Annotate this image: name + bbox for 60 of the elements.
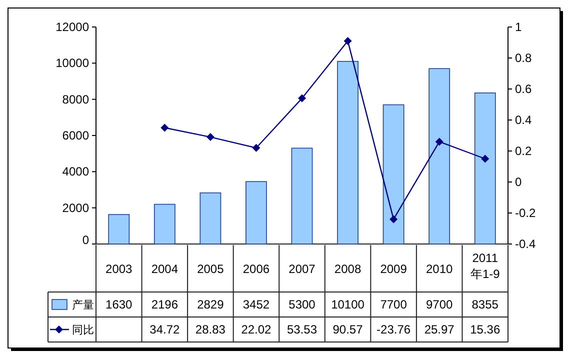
y-tick-label: 12000 [56, 20, 90, 34]
bar [246, 181, 267, 244]
text: 90.57 [332, 322, 364, 336]
text: 15.36 [470, 322, 500, 336]
y-tick-label: 6000 [62, 128, 90, 142]
x-tick-label: 2009 [380, 262, 408, 276]
y-tick-label: 2000 [62, 200, 90, 215]
bar [200, 192, 222, 244]
bar [291, 148, 313, 244]
y2-tick-label: -0.4 [515, 237, 536, 251]
point [481, 154, 490, 163]
text: 22.02 [241, 322, 272, 336]
x-tick-label: 2011年1-9 [470, 251, 500, 281]
y2-tick-label: 1 [515, 20, 522, 34]
legend-label: 同比 [72, 324, 94, 336]
text: 53.53 [286, 322, 318, 336]
bar [382, 104, 404, 244]
data-label: 10100 [331, 298, 365, 312]
x-tick-label: 2010 [426, 262, 454, 276]
point [206, 133, 214, 142]
x-tick-label: 2004 [151, 262, 178, 276]
data-label: 8355 [472, 298, 499, 312]
y2-tick-label: 0.6 [515, 82, 532, 96]
data-label: 2829 [197, 298, 224, 312]
text: 25.97 [424, 322, 455, 336]
y2-tick-label: -0.2 [515, 206, 536, 220]
point [390, 215, 398, 224]
bar [108, 214, 130, 244]
y-tick-label: 8000 [62, 92, 90, 106]
bar [428, 68, 450, 244]
y-tick-label: 0 [82, 233, 90, 247]
x-tick-label: 2003 [106, 262, 133, 276]
y2-tick-label: 0.2 [515, 144, 532, 158]
data-label: 9700 [426, 298, 454, 312]
bar [474, 92, 496, 244]
text: -23.76 [376, 322, 411, 336]
data-label: 3452 [242, 298, 270, 312]
y2-tick-label: 0 [515, 175, 522, 189]
text: 34.72 [150, 322, 180, 336]
y-tick-label: 4000 [62, 164, 90, 179]
data-label: 2196 [151, 298, 178, 312]
point [298, 94, 306, 102]
y-tick-label: 10000 [56, 56, 90, 70]
bar [337, 60, 358, 244]
bar [154, 204, 176, 244]
point [252, 144, 260, 152]
text: 28.83 [195, 322, 226, 336]
point [435, 138, 444, 146]
x-tick-label: 2006 [242, 262, 270, 276]
point [344, 36, 352, 45]
x-tick-label: 2005 [197, 262, 224, 276]
x-tick-label: 2007 [288, 262, 316, 276]
y2-tick-label: 0.8 [515, 51, 532, 65]
x-tick-label: 2008 [334, 262, 362, 276]
point [160, 124, 169, 132]
data-label: 5300 [288, 298, 316, 312]
data-label: 7700 [380, 298, 408, 312]
legend-label: 产量 [72, 298, 94, 312]
data-label: 1630 [106, 298, 133, 312]
y2-tick-label: 0.4 [515, 113, 532, 127]
